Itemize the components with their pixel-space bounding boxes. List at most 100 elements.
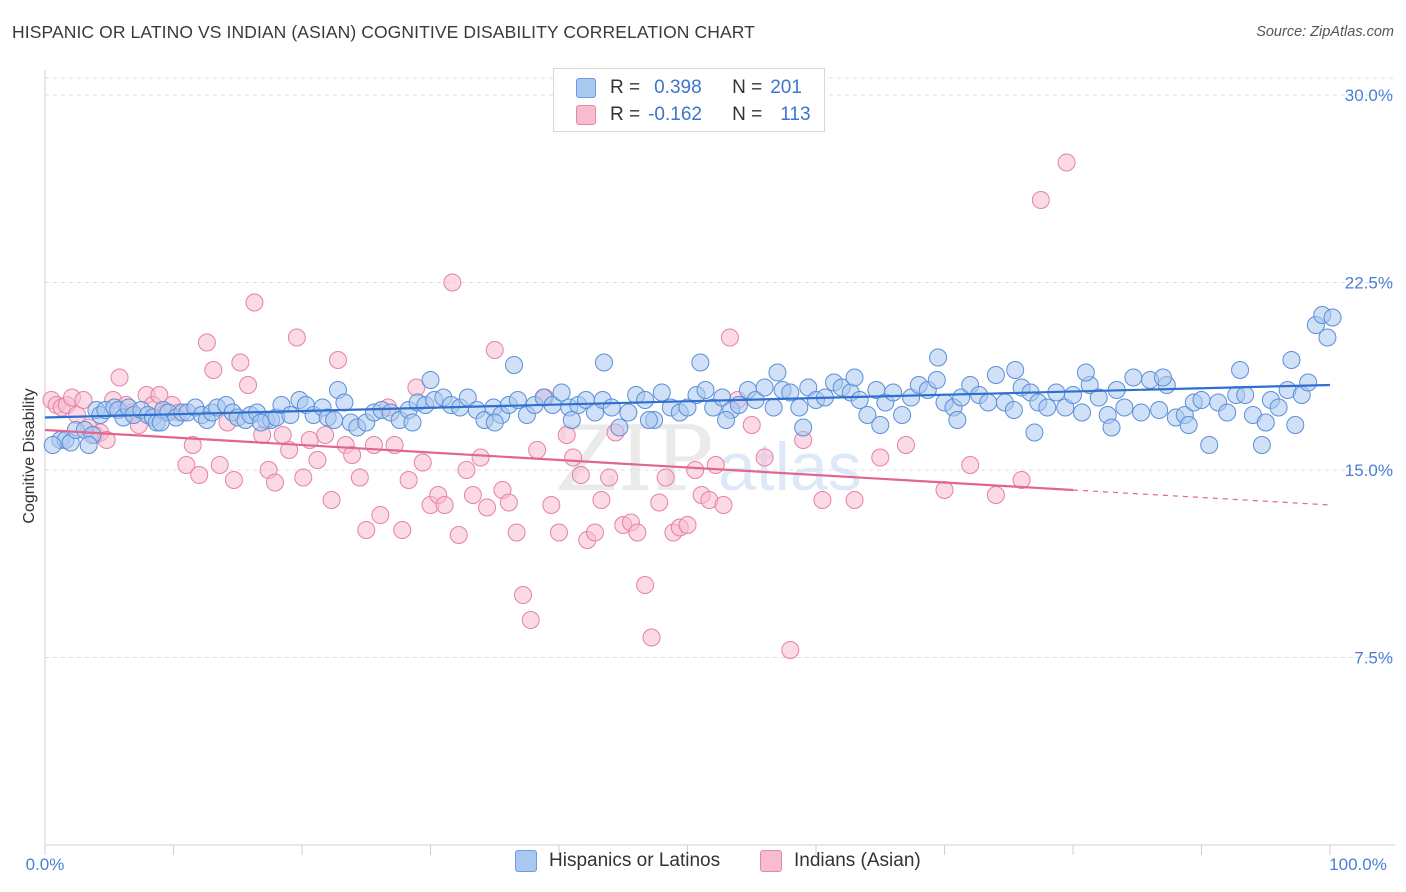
hispanics-point	[1102, 418, 1121, 437]
indians-asian-point	[239, 376, 258, 394]
indians-asian-point	[557, 426, 576, 444]
hispanics-point	[717, 411, 736, 429]
hispanics-point	[619, 403, 638, 422]
hispanics-point	[755, 378, 774, 397]
indians-asian-point	[542, 496, 561, 514]
hispanics-point	[594, 353, 613, 372]
hispanics-point	[421, 371, 440, 389]
hispanics-point	[79, 436, 98, 454]
legend-r-label: R =	[610, 77, 641, 98]
indians-asian-point	[628, 523, 647, 542]
hispanics-point	[1179, 416, 1198, 434]
hispanics-point	[335, 393, 354, 412]
indians-asian-point	[600, 468, 619, 487]
indians-asian-point	[781, 641, 800, 659]
indians-asian-point	[592, 491, 611, 509]
hispanics-point	[1025, 423, 1044, 442]
indians-asian-point	[514, 586, 533, 604]
indians-asian-point	[273, 426, 292, 444]
indians-asian-point	[1031, 191, 1050, 209]
indians-asian-point	[287, 328, 306, 347]
indians-asian-point	[478, 498, 497, 517]
correlation-legend: R = 0.398 N = 201 R = -0.162 N = 113	[553, 68, 825, 132]
hispanics-point	[1072, 403, 1091, 422]
indians-asian-point	[471, 448, 490, 467]
indians-asian-point	[463, 486, 482, 504]
indians-asian-point	[322, 491, 341, 509]
hispanics-point	[781, 383, 800, 402]
hispanics-point	[552, 383, 571, 402]
indians-asian-point	[74, 391, 93, 409]
indians-trend-line	[44, 428, 1074, 492]
indians-trend-extension	[1072, 489, 1331, 506]
indians-asian-point	[231, 353, 250, 372]
hispanics-point	[1299, 373, 1318, 392]
hispanics-point	[485, 413, 504, 432]
hispanics-point	[1218, 403, 1237, 422]
source-credit: Source: ZipAtlas.com	[1256, 24, 1394, 40]
indians-asian-point	[550, 523, 568, 542]
hispanics-point	[1150, 401, 1169, 419]
indians-asian-point	[316, 426, 335, 444]
hispanics-point	[979, 393, 998, 412]
series-swatch-pink	[760, 850, 782, 872]
indians-asian-point	[399, 471, 418, 489]
indians-asian-point	[499, 493, 518, 512]
hispanics-point	[1115, 398, 1134, 417]
watermark-atlas: atlas	[718, 429, 862, 505]
chart-title: HISPANIC OR LATINO VS INDIAN (ASIAN) COG…	[12, 22, 755, 42]
hispanics-point	[1200, 436, 1219, 454]
series-legend-hispanics: Hispanics or Latinos	[515, 850, 720, 872]
hispanics-point	[927, 371, 946, 389]
indians-asian-point	[650, 493, 669, 512]
indians-asian-points	[42, 153, 1076, 659]
hispanics-point	[768, 363, 787, 382]
indians-asian-point	[435, 496, 454, 514]
indians-asian-point	[706, 456, 725, 474]
series-legend-indians: Indians (Asian)	[760, 850, 921, 872]
indians-asian-point	[678, 516, 697, 534]
indians-asian-point	[935, 481, 954, 499]
y-tick-label: 7.5%	[1354, 649, 1393, 668]
indians-asian-point	[714, 496, 733, 514]
hispanics-point	[639, 411, 658, 429]
legend-r-label: R =	[610, 104, 641, 125]
hispanics-point	[1269, 398, 1288, 417]
hispanics-point	[1323, 308, 1342, 327]
hispanics-point	[1124, 368, 1143, 387]
watermark: ZIP atlas	[555, 407, 862, 512]
trend-lines	[44, 383, 1331, 506]
hispanics-point	[652, 383, 671, 402]
hispanics-point	[871, 416, 890, 434]
tick-labels: 7.5% 15.0% 22.5% 30.0% 0.0% 100.0%	[26, 86, 1393, 874]
legend-r-value-hispanics: 0.398	[654, 77, 702, 98]
hispanics-point	[325, 411, 344, 429]
legend-row-hispanics: R = 0.398 N = 201	[576, 77, 802, 99]
hispanics-point	[1282, 351, 1301, 369]
indians-asian-point	[280, 441, 299, 459]
indians-asian-point	[224, 471, 243, 489]
indians-asian-point	[571, 466, 590, 484]
hispanics-point	[1076, 363, 1095, 382]
hispanics-point	[636, 391, 655, 409]
hispanics-point	[1286, 416, 1305, 434]
y-tick-label: 15.0%	[1345, 461, 1393, 480]
hispanics-point	[1256, 413, 1275, 432]
hispanics-point	[1318, 328, 1337, 347]
legend-row-indians: R = -0.162 N = 113	[576, 104, 811, 126]
hispanics-point	[1132, 403, 1151, 422]
indians-asian-point	[204, 361, 223, 379]
indians-asian-point	[197, 333, 216, 352]
legend-n-value-hispanics: 201	[770, 77, 802, 98]
indians-asian-point	[1057, 153, 1076, 172]
indians-asian-point	[485, 341, 504, 359]
hispanics-point	[696, 381, 715, 399]
hispanics-point	[884, 383, 903, 402]
indians-asian-point	[755, 448, 774, 467]
series-swatch-blue	[515, 850, 537, 872]
hispanics-point	[403, 413, 422, 432]
indians-asian-point	[720, 328, 739, 347]
hispanics-point	[845, 368, 864, 387]
legend-r-value-indians: -0.162	[648, 104, 702, 125]
indians-asian-point	[266, 473, 285, 492]
